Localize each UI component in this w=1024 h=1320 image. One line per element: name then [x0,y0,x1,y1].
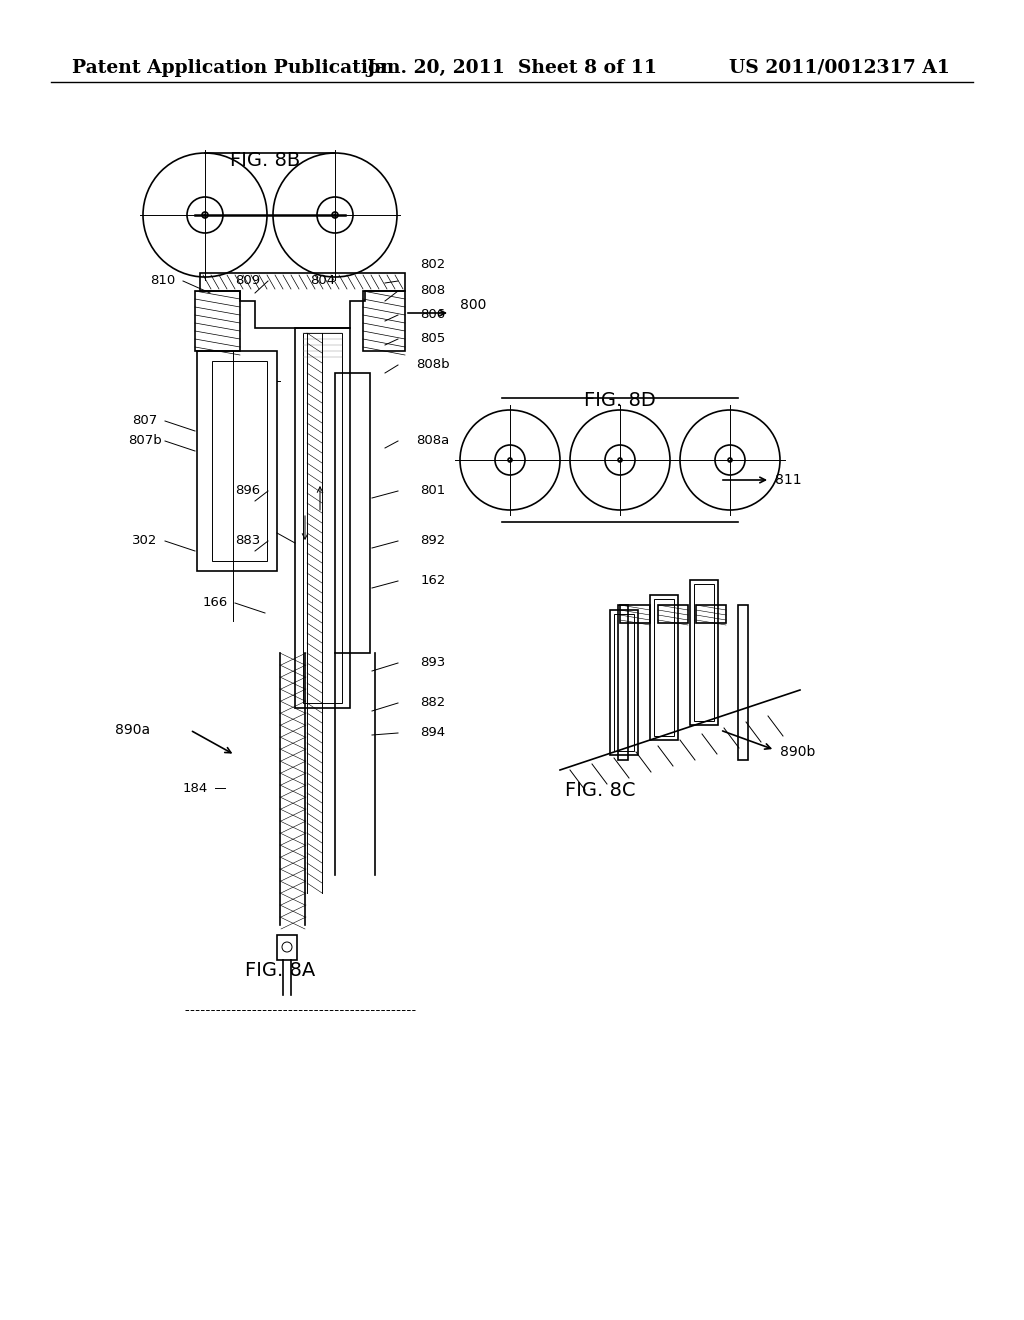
Text: Patent Application Publication: Patent Application Publication [72,59,394,77]
Text: FIG. 8B: FIG. 8B [229,150,300,169]
Text: 184: 184 [182,781,208,795]
Text: 883: 883 [236,535,261,548]
Bar [614,614,634,751]
Text: 896: 896 [236,484,260,498]
Bar [197,351,278,572]
Text: 802: 802 [421,259,445,272]
Circle shape [334,214,337,216]
Bar [195,290,240,351]
Bar [738,605,748,760]
Text: 806: 806 [421,309,445,322]
Text: FIG. 8A: FIG. 8A [245,961,315,979]
Text: 302: 302 [132,535,158,548]
Text: 162: 162 [420,574,445,587]
Text: 804: 804 [310,275,336,288]
Bar [295,327,350,708]
Text: 800: 800 [460,298,486,312]
Text: 810: 810 [151,275,176,288]
Text: Jan. 20, 2011  Sheet 8 of 11: Jan. 20, 2011 Sheet 8 of 11 [367,59,657,77]
Text: 807b: 807b [128,434,162,447]
Text: 809: 809 [236,275,260,288]
Bar [278,935,297,960]
Text: 882: 882 [421,697,445,710]
Text: FIG. 8D: FIG. 8D [584,391,656,409]
Bar [650,595,678,741]
Bar [696,605,726,623]
Text: 807: 807 [132,414,158,428]
Text: 890b: 890b [780,744,815,759]
Text: 808: 808 [421,285,445,297]
Bar [303,333,342,704]
Text: 811: 811 [775,473,802,487]
Text: 894: 894 [421,726,445,739]
Circle shape [204,214,207,216]
Bar [620,605,650,623]
Bar [694,583,714,721]
Bar [618,605,628,760]
Bar [335,374,370,653]
Bar [362,290,406,351]
Text: 808a: 808a [417,434,450,447]
Text: 805: 805 [421,333,445,346]
Text: 892: 892 [421,535,445,548]
Bar [658,605,688,623]
Text: 808b: 808b [416,359,450,371]
Bar [212,360,267,561]
Text: FIG. 8C: FIG. 8C [565,780,635,800]
Text: 166: 166 [203,597,227,610]
Bar [654,599,674,737]
Bar [610,610,638,755]
Text: 893: 893 [421,656,445,669]
Text: US 2011/0012317 A1: US 2011/0012317 A1 [729,59,950,77]
Text: 890a: 890a [115,723,150,737]
Bar [690,579,718,725]
Text: 801: 801 [421,484,445,498]
